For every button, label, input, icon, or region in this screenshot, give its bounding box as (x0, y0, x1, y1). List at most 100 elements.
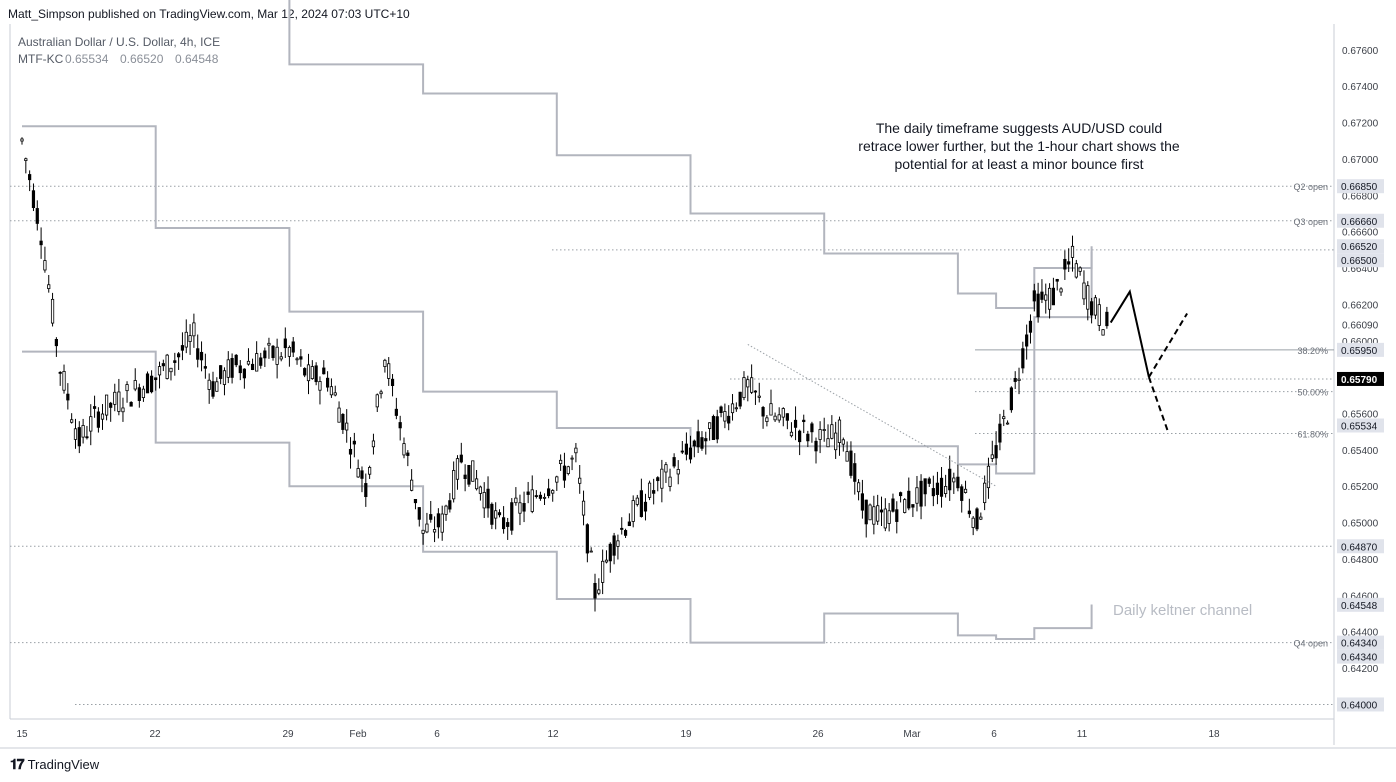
candle-body (66, 393, 70, 401)
candle (534, 490, 538, 499)
candle (668, 468, 672, 492)
candle-body (406, 452, 410, 456)
annotation-note: The daily timeframe suggests AUD/USD cou… (858, 120, 1180, 172)
candle (113, 383, 117, 412)
candle-body (1032, 290, 1036, 302)
candle (660, 459, 664, 503)
candle-body (853, 463, 857, 482)
candle-body (383, 359, 387, 367)
candle (581, 490, 586, 526)
candle (734, 402, 738, 412)
candle-body (998, 423, 1002, 443)
y-tick-label: 0.64400 (1342, 628, 1379, 639)
candle (879, 496, 884, 526)
candle-body (534, 495, 538, 497)
candle (497, 509, 502, 518)
candle-body (1051, 287, 1055, 306)
tradingview-brand[interactable]: 𝟏𝟕 TradingView (10, 756, 99, 773)
candle (1105, 306, 1109, 329)
candle-body (436, 513, 440, 528)
candle (956, 464, 960, 492)
y-tick-label: 0.66200 (1342, 300, 1379, 311)
candle-body (773, 415, 777, 421)
candle-body (325, 377, 330, 388)
candle-body (664, 464, 668, 473)
candle (471, 460, 475, 482)
candle (990, 440, 994, 463)
candle-body (318, 381, 322, 391)
candle (299, 349, 303, 367)
candle (810, 421, 814, 443)
candle-body (474, 478, 479, 490)
candle-body (757, 395, 761, 398)
candle (50, 292, 55, 327)
candle-body (486, 488, 490, 509)
candle-body (688, 447, 693, 460)
candle-body (129, 401, 133, 407)
candle (125, 381, 129, 403)
chart-frame (0, 24, 1396, 749)
candles (20, 137, 1109, 612)
candle (215, 377, 219, 392)
candle (129, 401, 133, 407)
candle-body (259, 357, 263, 366)
candle (35, 200, 39, 231)
candle-body (291, 341, 295, 353)
candle (773, 412, 777, 422)
candle-body (121, 407, 125, 413)
candle (85, 425, 89, 440)
candle (518, 494, 522, 526)
candle-body (394, 408, 398, 416)
candle (1090, 297, 1094, 324)
candle (623, 528, 628, 538)
candle-body (585, 524, 589, 554)
candle (872, 495, 876, 535)
candle-body (668, 476, 672, 487)
candle-body (818, 429, 822, 440)
candle-body (77, 427, 81, 447)
candle (806, 430, 810, 448)
candle (58, 371, 62, 386)
candle-body (125, 384, 129, 392)
price-labels: 0.66850 0.66660 0.66520 0.66500 0.66090 0.659… (1337, 179, 1384, 712)
candle (927, 476, 931, 487)
candle (1082, 270, 1086, 306)
candle (31, 183, 36, 212)
candle (593, 573, 597, 612)
candle (371, 433, 376, 455)
candle-body (306, 364, 311, 382)
candle-body (471, 460, 475, 482)
candle-body (887, 510, 891, 524)
candle-body (1093, 297, 1098, 316)
candle (616, 534, 620, 560)
candle (1044, 283, 1048, 314)
candle (325, 371, 330, 392)
price-label: 0.64000 (1337, 697, 1384, 712)
candle-body (738, 391, 742, 407)
price-label: 0.64548 (1337, 597, 1384, 612)
candle-body (891, 498, 895, 512)
candle-body (43, 260, 47, 271)
x-tick-label: 18 (1208, 729, 1220, 740)
candle (719, 405, 723, 418)
candle-body (526, 491, 530, 495)
candle-body (150, 375, 154, 393)
candle-body (730, 403, 735, 414)
candle (459, 442, 463, 464)
candle-body (623, 530, 628, 536)
candle-body (806, 433, 810, 442)
candle-body (1044, 294, 1048, 301)
candle (538, 491, 543, 501)
candle (73, 418, 78, 449)
candle (876, 494, 880, 525)
price-label: 0.65790 (1337, 371, 1384, 386)
x-axis: 15 22 29 Feb 6 12 19 26 Mar 6 11 18 (16, 729, 1220, 740)
candle (998, 413, 1002, 451)
candle (490, 502, 494, 530)
candle (219, 365, 223, 385)
x-tick-label: 11 (1077, 729, 1088, 740)
candle (255, 341, 259, 372)
candle-body (425, 523, 429, 533)
candle (203, 353, 207, 379)
